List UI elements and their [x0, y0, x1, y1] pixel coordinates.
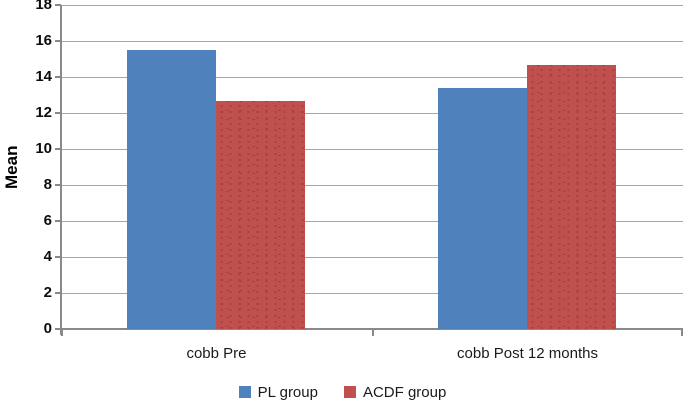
x-tick-mark — [61, 330, 63, 336]
y-tick-label-16: 16 — [35, 32, 52, 49]
y-tick-label-4: 4 — [43, 248, 52, 265]
gridline — [61, 112, 683, 114]
legend-swatch-acdf-group — [343, 386, 356, 398]
plot-area — [61, 5, 683, 329]
x-axis-line — [61, 328, 683, 330]
gridline — [61, 256, 683, 258]
y-tick-mark — [55, 220, 61, 222]
legend-label-acdf-group: ACDF group — [362, 383, 447, 401]
y-tick-label-8: 8 — [43, 176, 52, 193]
y-tick-label-14: 14 — [35, 68, 52, 85]
legend-swatch-pl-group — [238, 386, 251, 398]
y-tick-mark — [55, 148, 61, 150]
y-tick-mark — [55, 40, 61, 42]
y-tick-label-0: 0 — [43, 320, 52, 337]
bar-pl-group-cobb-post-12-months — [438, 87, 527, 329]
y-tick-mark — [55, 292, 61, 294]
y-tick-mark — [55, 256, 61, 258]
gridline — [61, 76, 683, 78]
gridline — [61, 292, 683, 294]
y-tick-label-2: 2 — [43, 284, 52, 301]
category-label-cobb-pre: cobb Pre — [186, 345, 247, 362]
y-tick-mark — [55, 184, 61, 186]
gridline — [61, 148, 683, 150]
y-tick-mark — [55, 4, 61, 6]
gridline — [61, 4, 683, 6]
y-tick-label-12: 12 — [35, 104, 52, 121]
bar-acdf-group-cobb-post-12-months — [527, 65, 616, 329]
legend-label-pl-group: PL group — [257, 383, 318, 401]
y-axis-line — [60, 5, 62, 335]
bar-pl-group-cobb-pre — [127, 50, 216, 329]
legend-item-pl-group: PL group — [238, 383, 318, 401]
legend-item-acdf-group: ACDF group — [343, 383, 447, 401]
y-tick-label-18: 18 — [35, 0, 52, 13]
x-tick-mark — [681, 330, 683, 336]
gridline — [61, 220, 683, 222]
y-axis-title: Mean — [2, 145, 21, 189]
bar-acdf-group-cobb-pre — [216, 101, 305, 329]
y-tick-label-10: 10 — [35, 140, 52, 157]
y-tick-mark — [55, 76, 61, 78]
legend: PL group ACDF group — [0, 382, 685, 402]
y-tick-mark — [55, 112, 61, 114]
y-tick-label-6: 6 — [43, 212, 52, 229]
gridline — [61, 40, 683, 42]
gridline — [61, 184, 683, 186]
x-tick-mark — [372, 330, 374, 336]
y-tick-mark — [55, 328, 61, 330]
category-label-cobb-post-12-months: cobb Post 12 months — [457, 345, 598, 362]
